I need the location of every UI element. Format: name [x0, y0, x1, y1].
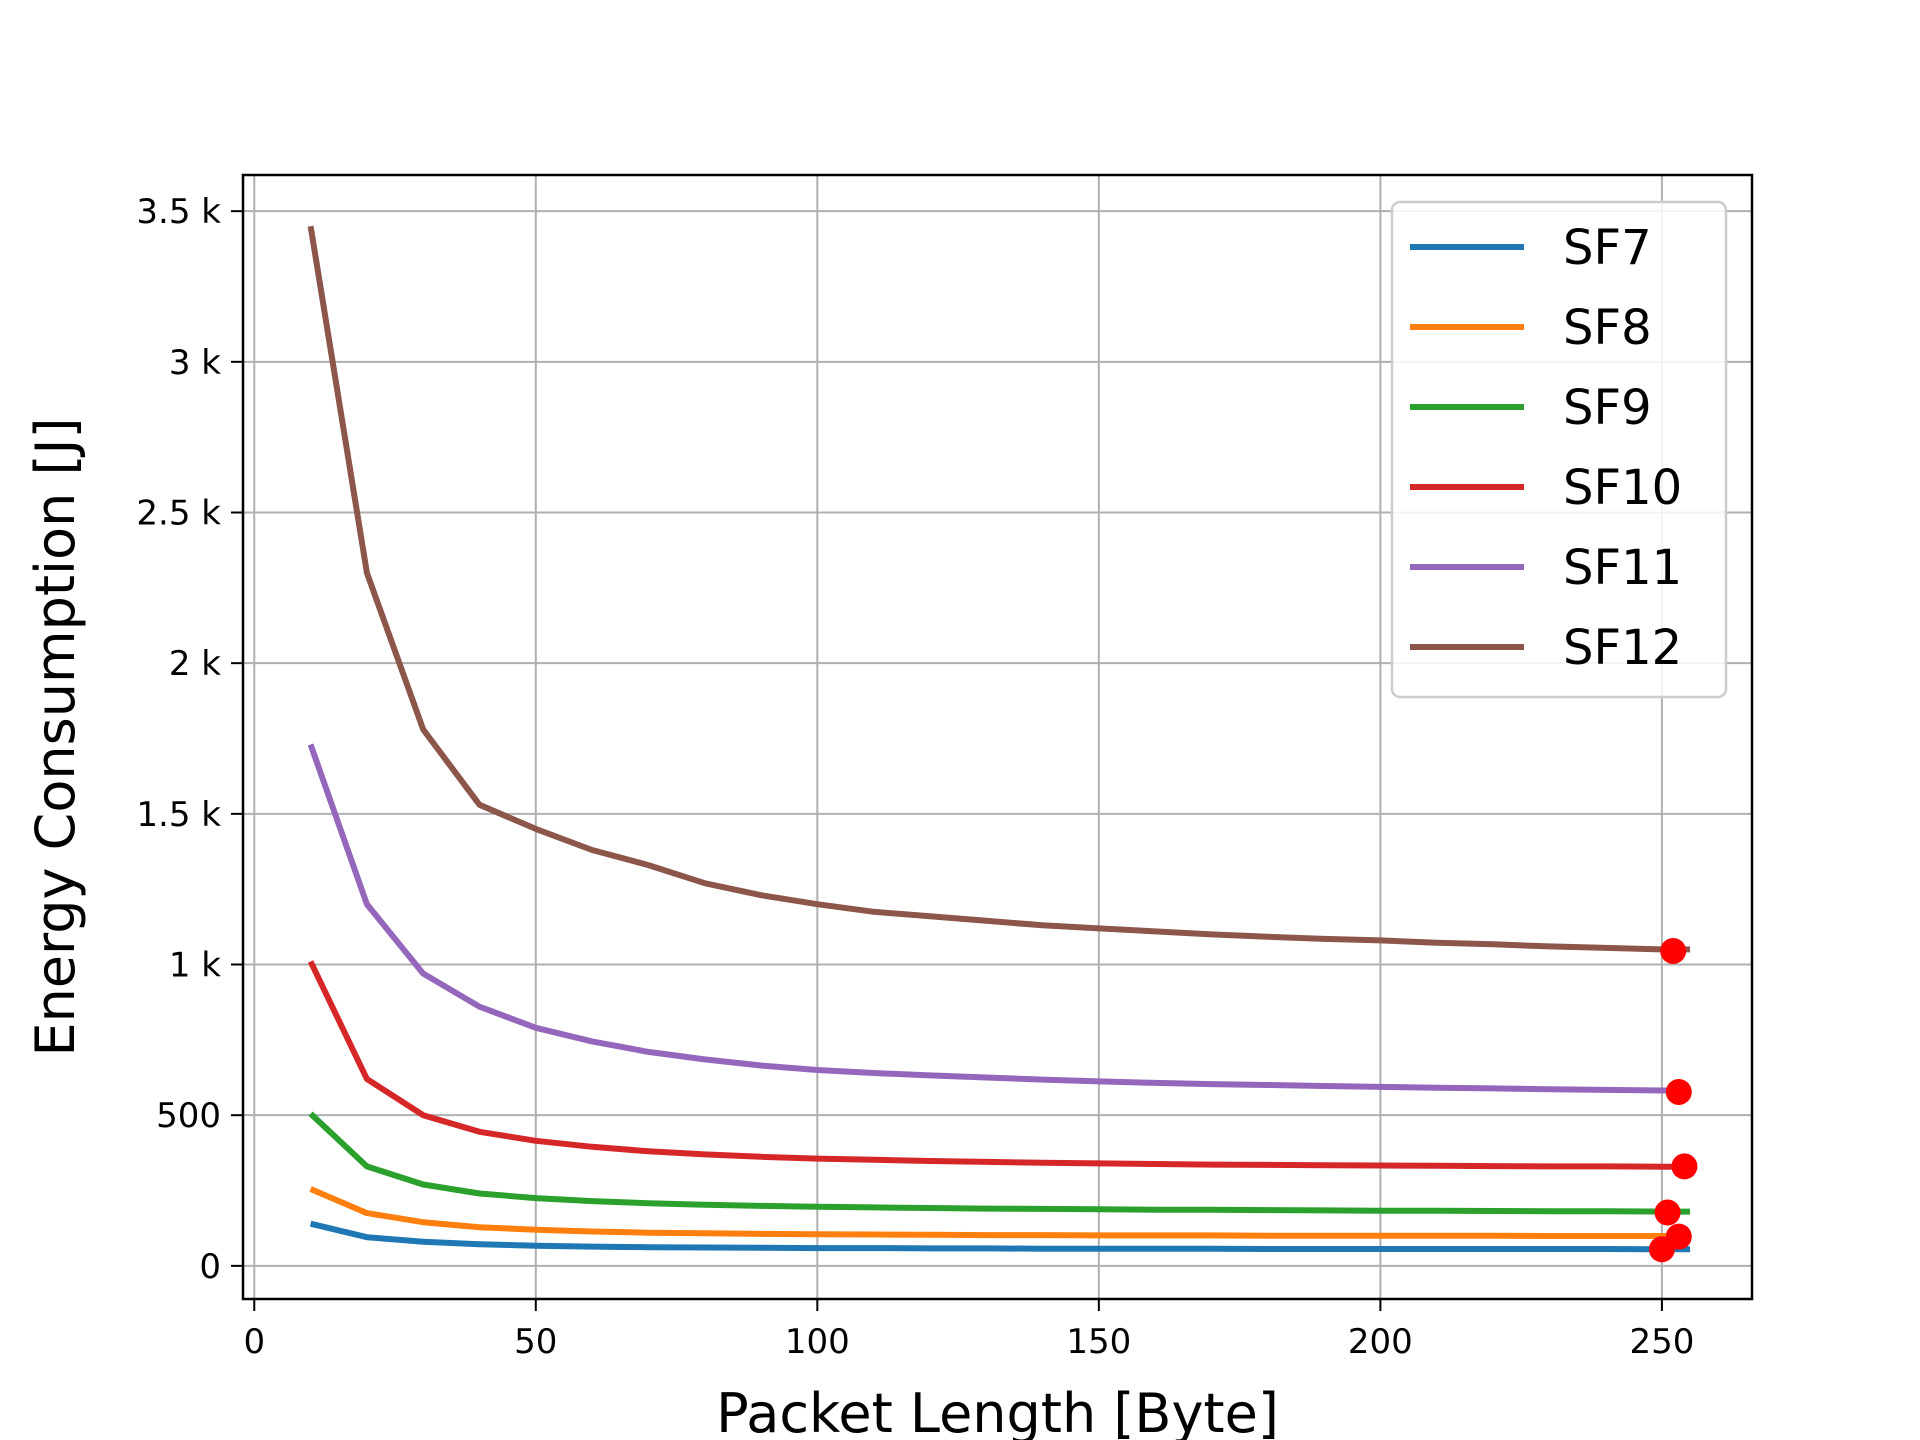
- series-line-sf10: [307, 960, 1691, 1170]
- x-tick-label: 250: [1629, 1322, 1694, 1362]
- series-line-sf8: [309, 1186, 1691, 1239]
- y-tick-label: 3.5 k: [136, 192, 221, 232]
- series-line-sf7: [309, 1220, 1691, 1253]
- legend-label-sf11: SF11: [1563, 540, 1682, 596]
- plot-frame: [241, 173, 1754, 1301]
- series-line-sf12: [307, 225, 1691, 953]
- y-tick-label: 2 k: [169, 644, 221, 684]
- axis-ticks: 0 50 100 150 200 250 0 500 1 k 1.5 k 2 k 2.5 k 3 k 3.…: [136, 192, 1694, 1362]
- y-tick-label: 0: [199, 1247, 221, 1287]
- y-axis-title: Energy Consumption [J]: [24, 417, 87, 1056]
- legend-label-sf8: SF8: [1563, 300, 1652, 356]
- y-tick-label: 1 k: [169, 946, 221, 986]
- endpoint-marker: [1654, 1199, 1681, 1226]
- legend: SF7 SF8 SF9 SF10 SF11 SF12: [1390, 200, 1728, 699]
- endpoint-marker: [1660, 937, 1687, 964]
- x-tick-label: 0: [243, 1322, 265, 1362]
- series-line-sf11: [307, 743, 1691, 1094]
- legend-label-sf10: SF10: [1563, 460, 1682, 516]
- y-tick-label: 1.5 k: [136, 795, 221, 835]
- endpoint-marker: [1665, 1078, 1692, 1105]
- legend-label-sf9: SF9: [1563, 380, 1652, 436]
- legend-label-sf12: SF12: [1563, 620, 1682, 676]
- y-tick-label: 2.5 k: [136, 494, 221, 534]
- x-tick-label: 50: [514, 1322, 557, 1362]
- series-line-sf9: [308, 1111, 1691, 1215]
- x-axis-title: Packet Length [Byte]: [716, 1382, 1279, 1440]
- y-tick-label: 3 k: [169, 343, 221, 383]
- x-tick-label: 150: [1066, 1322, 1131, 1362]
- x-tick-label: 100: [785, 1322, 850, 1362]
- endpoint-marker: [1671, 1153, 1698, 1180]
- x-tick-label: 200: [1348, 1322, 1413, 1362]
- legend-label-sf7: SF7: [1563, 220, 1652, 276]
- endpoint-markers: [1648, 937, 1698, 1263]
- y-tick-label: 500: [156, 1096, 221, 1136]
- series-lines: [307, 225, 1691, 1253]
- endpoint-marker: [1665, 1223, 1692, 1250]
